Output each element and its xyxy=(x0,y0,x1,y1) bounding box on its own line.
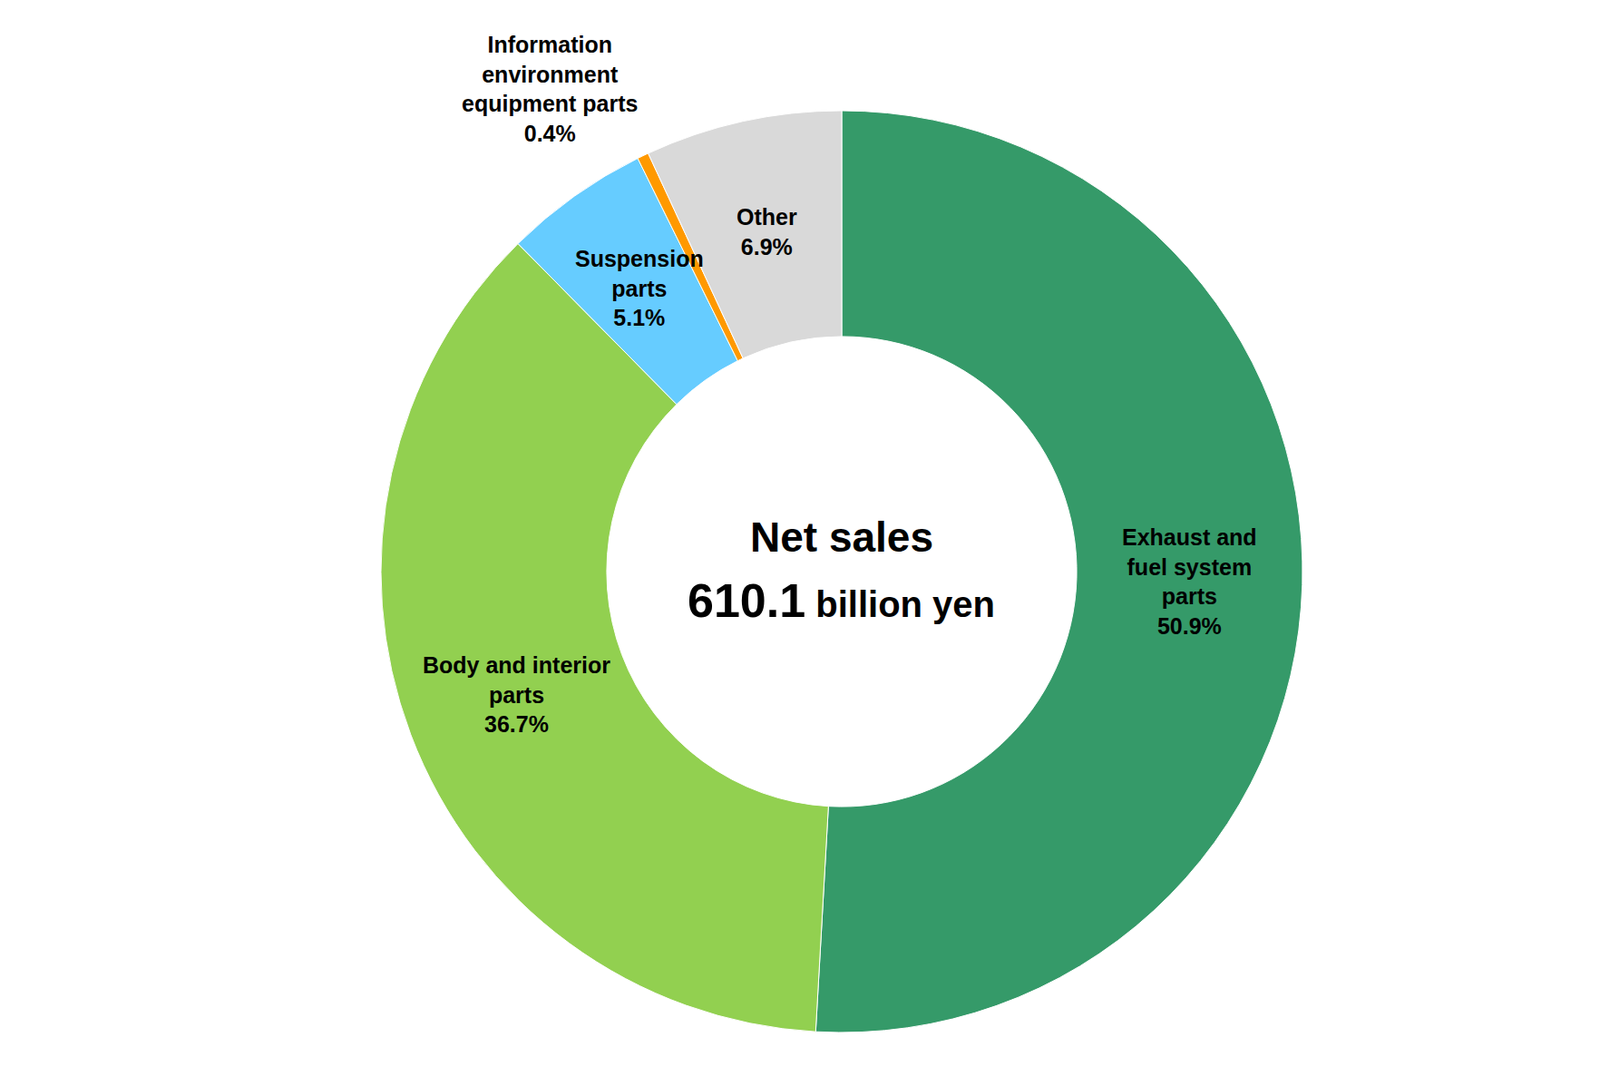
svg-text:Informationenvironmentequipmen: Informationenvironmentequipment parts0.4… xyxy=(461,31,638,147)
svg-text:Other6.9%: Other6.9% xyxy=(736,204,798,260)
svg-text:Exhaust andfuel systemparts50.: Exhaust andfuel systemparts50.9% xyxy=(1121,524,1258,639)
svg-text:Suspensionparts5.1%: Suspensionparts5.1% xyxy=(575,245,704,331)
svg-text:Body and interiorparts36.7%: Body and interiorparts36.7% xyxy=(422,652,611,737)
svg-text:610.1 billion yen: 610.1 billion yen xyxy=(687,574,996,627)
svg-text:Net sales: Net sales xyxy=(750,513,934,561)
